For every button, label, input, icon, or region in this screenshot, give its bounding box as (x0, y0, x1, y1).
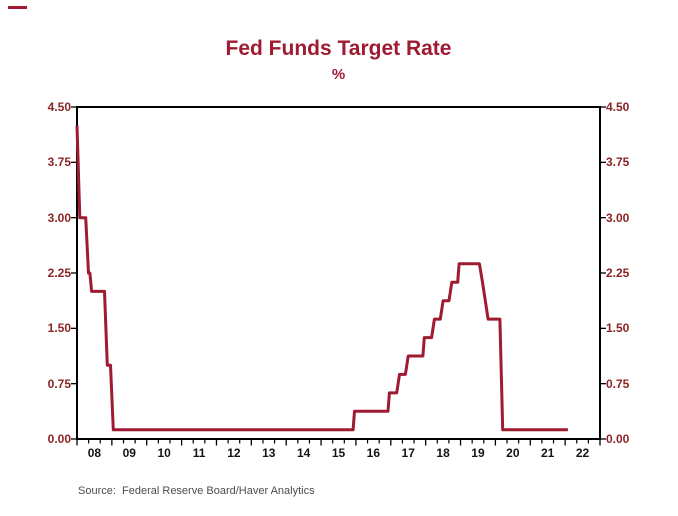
y-tick-label-right: 2.25 (606, 266, 630, 280)
y-tick-label-left: 2.25 (47, 266, 71, 280)
y-tick-label-right: 0.00 (606, 432, 630, 446)
x-tick-label: 22 (575, 446, 590, 460)
y-tick-label-left: 3.00 (47, 210, 71, 225)
chart-subtitle-percent: % (331, 66, 346, 83)
x-tick-label: 15 (331, 446, 346, 460)
rate-line (75, 125, 568, 432)
x-tick-label: 14 (296, 446, 311, 460)
x-tick-label: 12 (227, 446, 241, 460)
y-tick-label-left: 3.75 (47, 155, 71, 170)
x-tick-label: 09 (122, 446, 136, 460)
y-tick-label-right: 3.00 (606, 210, 630, 225)
legend-line-sample-icon (8, 6, 27, 9)
y-tick-label-right: 1.50 (606, 321, 630, 336)
y-tick-label-right: 0.75 (606, 376, 630, 391)
y-tick-label-left: 0.00 (47, 432, 71, 446)
chart-title: Fed Funds Target Rate (225, 37, 452, 60)
y-tick-label-left: 4.50 (47, 100, 71, 114)
x-tick-label: 19 (471, 446, 485, 460)
x-tick-label: 16 (366, 446, 381, 460)
x-tick-label: 13 (262, 446, 276, 460)
y-tick-label-left: 0.75 (47, 376, 71, 391)
x-tick-label: 21 (541, 446, 555, 460)
plot-frame (76, 106, 601, 440)
y-tick-label-right: 4.50 (606, 100, 630, 114)
x-tick-label: 18 (436, 446, 450, 460)
x-tick-label: 20 (506, 446, 520, 460)
y-tick-label-left: 1.50 (47, 321, 71, 336)
axis-ticks (71, 106, 606, 446)
x-tick-label: 17 (401, 446, 415, 460)
x-tick-label: 10 (157, 446, 171, 460)
source-attribution: Source: Federal Reserve Board/Haver Anal… (78, 485, 315, 497)
y-tick-label-right: 3.75 (606, 155, 630, 170)
x-tick-label: 11 (192, 446, 206, 460)
x-tick-label: 08 (87, 446, 102, 460)
